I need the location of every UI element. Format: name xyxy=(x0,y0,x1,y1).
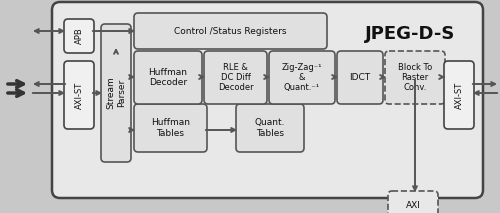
Text: APB: APB xyxy=(74,28,84,44)
FancyBboxPatch shape xyxy=(337,51,383,104)
Text: Stream
Parser: Stream Parser xyxy=(106,77,126,109)
Text: AXI-ST: AXI-ST xyxy=(74,81,84,109)
Text: IDCT: IDCT xyxy=(350,73,370,82)
Text: Huffman
Tables: Huffman Tables xyxy=(151,118,190,138)
FancyBboxPatch shape xyxy=(388,191,438,213)
Text: AXI: AXI xyxy=(406,201,420,210)
FancyBboxPatch shape xyxy=(204,51,267,104)
Text: Huffman
Decoder: Huffman Decoder xyxy=(148,68,188,87)
Text: Quant.
Tables: Quant. Tables xyxy=(255,118,285,138)
FancyBboxPatch shape xyxy=(64,19,94,53)
FancyBboxPatch shape xyxy=(52,2,483,198)
FancyBboxPatch shape xyxy=(236,104,304,152)
FancyBboxPatch shape xyxy=(64,61,94,129)
FancyBboxPatch shape xyxy=(101,24,131,162)
Text: Zig-Zag⁻¹
&
Quant.⁻¹: Zig-Zag⁻¹ & Quant.⁻¹ xyxy=(282,63,322,92)
Text: RLE &
DC Diff
Decoder: RLE & DC Diff Decoder xyxy=(218,63,254,92)
FancyBboxPatch shape xyxy=(134,104,207,152)
FancyBboxPatch shape xyxy=(444,61,474,129)
Text: Block To
Raster
Conv.: Block To Raster Conv. xyxy=(398,63,432,92)
FancyBboxPatch shape xyxy=(134,13,327,49)
Text: AXI-ST: AXI-ST xyxy=(454,81,464,109)
FancyBboxPatch shape xyxy=(385,51,445,104)
FancyBboxPatch shape xyxy=(134,51,202,104)
Text: Control /Status Registers: Control /Status Registers xyxy=(174,26,287,36)
FancyBboxPatch shape xyxy=(269,51,335,104)
Text: JPEG-D-S: JPEG-D-S xyxy=(364,25,455,43)
